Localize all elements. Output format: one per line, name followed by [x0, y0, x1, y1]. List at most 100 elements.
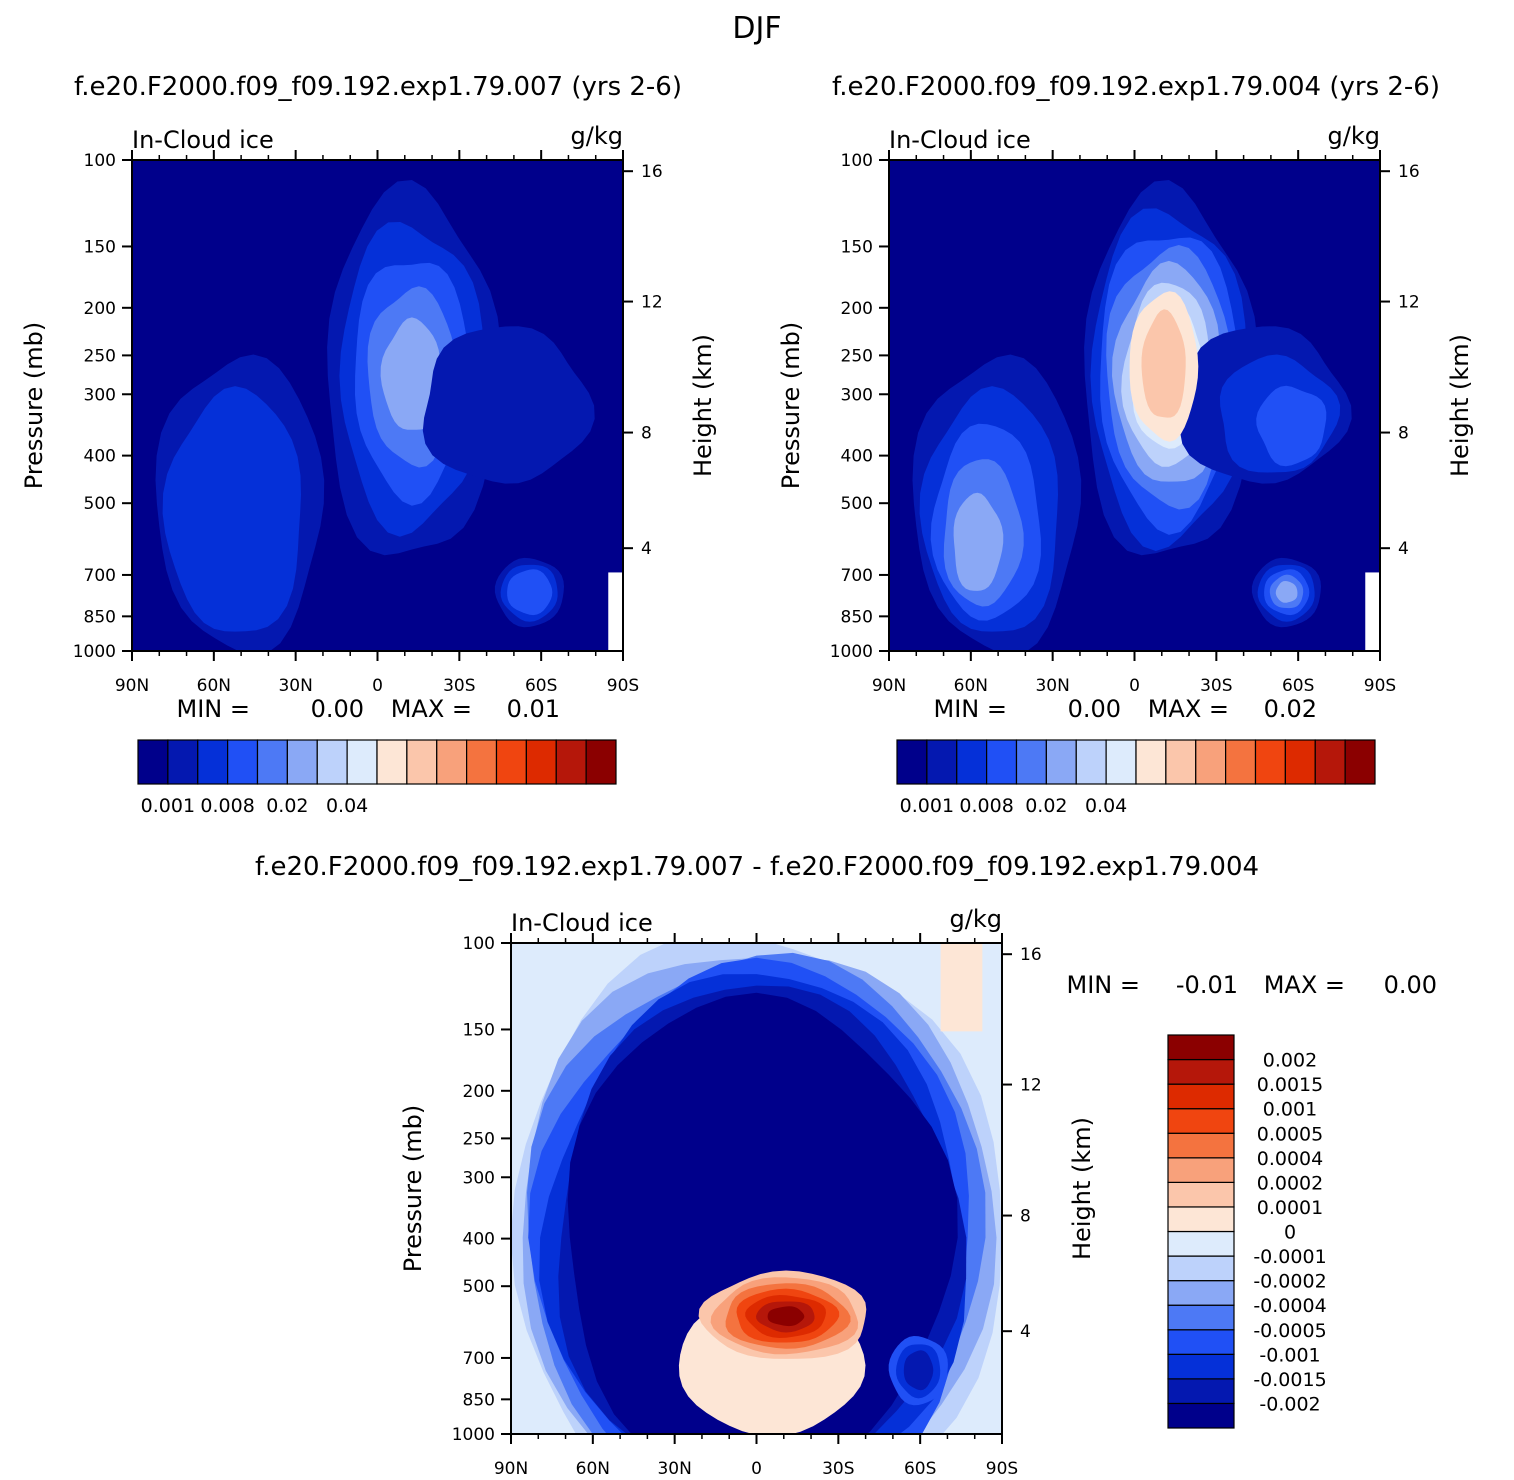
colorbar-label: 0.0001	[1257, 1197, 1323, 1219]
colorbar-box	[1015, 739, 1047, 785]
contour-fills	[889, 160, 1380, 651]
x-tick-label: 90S	[607, 676, 639, 696]
x-tick-label: 90N	[494, 1459, 528, 1479]
y-tick-label: 400	[84, 447, 116, 467]
contour-fill-polar	[507, 569, 553, 616]
contour-fills	[132, 160, 623, 651]
y-tick-label: 850	[841, 607, 873, 627]
y-axis-label: Pressure (mb)	[20, 322, 48, 489]
y-tick-label: 1000	[830, 642, 873, 662]
colorbar-label: 0.002	[1263, 1050, 1317, 1072]
y-tick-label: 850	[84, 607, 116, 627]
colorbar-box	[1167, 1206, 1235, 1233]
y-axis-label: Pressure (mb)	[777, 322, 805, 489]
max-label: MAX =	[391, 695, 472, 723]
max-label: MAX =	[1148, 695, 1229, 723]
colorbar-label: 0.0015	[1257, 1074, 1323, 1096]
colorbar-label: -0.0004	[1253, 1295, 1326, 1317]
y-tick-label: 700	[84, 566, 116, 586]
panel-units: g/kg	[571, 122, 623, 150]
y-tick-label: 100	[841, 151, 873, 171]
contour-fill-polar	[903, 1350, 934, 1391]
colorbar-label: 0	[1284, 1222, 1296, 1244]
x-tick-label: 0	[372, 676, 383, 696]
y-right-tick-label: 16	[1020, 945, 1042, 965]
colorbar-box	[1284, 739, 1316, 785]
contour-fill-positive-core	[767, 1306, 805, 1327]
x-tick-label: 90S	[1364, 676, 1396, 696]
x-tick-label: 60S	[1282, 676, 1314, 696]
colorbar-box	[1314, 739, 1346, 785]
colorbar-box	[1167, 1034, 1235, 1061]
y-tick-label: 700	[463, 1349, 495, 1369]
colorbar-box	[555, 739, 587, 785]
y-axis-label: Pressure (mb)	[399, 1105, 427, 1272]
y-tick-label: 250	[463, 1129, 495, 1149]
colorbar-label: 0.0002	[1257, 1172, 1323, 1194]
colorbar-box	[376, 739, 408, 785]
max-label: MAX =	[1264, 971, 1345, 999]
colorbar-label: 0.008	[200, 795, 254, 817]
contour-fill-polar	[1275, 581, 1298, 603]
panel-units: g/kg	[1328, 122, 1380, 150]
colorbar-box	[316, 739, 348, 785]
y-right-tick-label: 8	[641, 424, 652, 444]
x-tick-label: 30N	[657, 1459, 691, 1479]
contour-fill-south	[1256, 385, 1327, 467]
x-tick-label: 30S	[443, 676, 475, 696]
case1-panel: 90N 60N 30N 0 30S 60S 90S 100 150 200 250 300 400 500…	[20, 122, 717, 817]
x-tick-label: 60N	[197, 676, 231, 696]
contour-fills	[511, 943, 1002, 1434]
figure-title: DJF	[732, 11, 781, 46]
x-tick-label: 30N	[1035, 676, 1069, 696]
colorbar-box	[1167, 1402, 1235, 1429]
colorbar-box	[1167, 1181, 1235, 1208]
y-tick-label: 500	[84, 494, 116, 514]
colorbar-label: 0.04	[1085, 795, 1127, 817]
y-right-tick-label: 16	[641, 162, 663, 182]
y-axis-right-label: Height (km)	[1446, 334, 1474, 477]
y-tick-label: 500	[463, 1277, 495, 1297]
y-tick-label: 150	[84, 237, 116, 257]
min-label: MIN =	[1067, 971, 1140, 999]
colorbar-box	[286, 739, 318, 785]
y-right-tick-label: 16	[1398, 162, 1420, 182]
colorbar-box	[1167, 1280, 1235, 1306]
colorbar-label: 0.02	[266, 795, 308, 817]
x-tick-label: 30S	[822, 1459, 854, 1479]
x-tick-label: 0	[751, 1459, 762, 1479]
y-axis-right-label: Height (km)	[1068, 1117, 1096, 1260]
y-tick-label: 700	[841, 566, 873, 586]
y-tick-label: 250	[841, 346, 873, 366]
colorbar-label: -0.0015	[1253, 1369, 1326, 1391]
colorbar-box	[986, 739, 1018, 785]
y-right-tick-label: 8	[1020, 1207, 1031, 1227]
contour-fill-north	[162, 386, 301, 632]
panel-variable-title: In-Cloud ice	[132, 126, 274, 154]
colorbar-box	[896, 739, 928, 785]
case2-panel: 90N 60N 30N 0 30S 60S 90S 100 150 200 250 300 400 500…	[777, 122, 1474, 817]
case2-title: f.e20.F2000.f09_f09.192.exp1.79.004 (yrs…	[832, 72, 1440, 102]
colorbar-box	[1167, 1108, 1235, 1134]
colorbar-box	[495, 739, 527, 785]
y-right-tick-label: 12	[1398, 293, 1420, 313]
min-value: 0.00	[1068, 695, 1121, 723]
colorbar-box	[1167, 1329, 1235, 1355]
x-tick-label: 60N	[954, 676, 988, 696]
colorbar-box	[1195, 739, 1227, 785]
contour-fill-core	[1141, 309, 1186, 418]
colorbar-box	[1225, 739, 1257, 785]
y-tick-label: 200	[463, 1082, 495, 1102]
colorbar-box	[956, 739, 988, 785]
y-tick-label: 200	[841, 299, 873, 319]
x-tick-label: 60S	[525, 676, 557, 696]
y-right-tick-label: 12	[1020, 1076, 1042, 1096]
colorbar-label: -0.0002	[1253, 1271, 1326, 1293]
colorbar-box	[1075, 739, 1107, 785]
difference-panel: 90N 60N 30N 0 30S 60S 90S 100 150 200 250 300 400 500…	[399, 905, 1437, 1479]
y-right-tick-label: 4	[1020, 1322, 1031, 1342]
y-tick-label: 1000	[73, 642, 116, 662]
y-right-tick-label: 4	[641, 539, 652, 559]
colorbar-box	[1167, 1132, 1235, 1159]
